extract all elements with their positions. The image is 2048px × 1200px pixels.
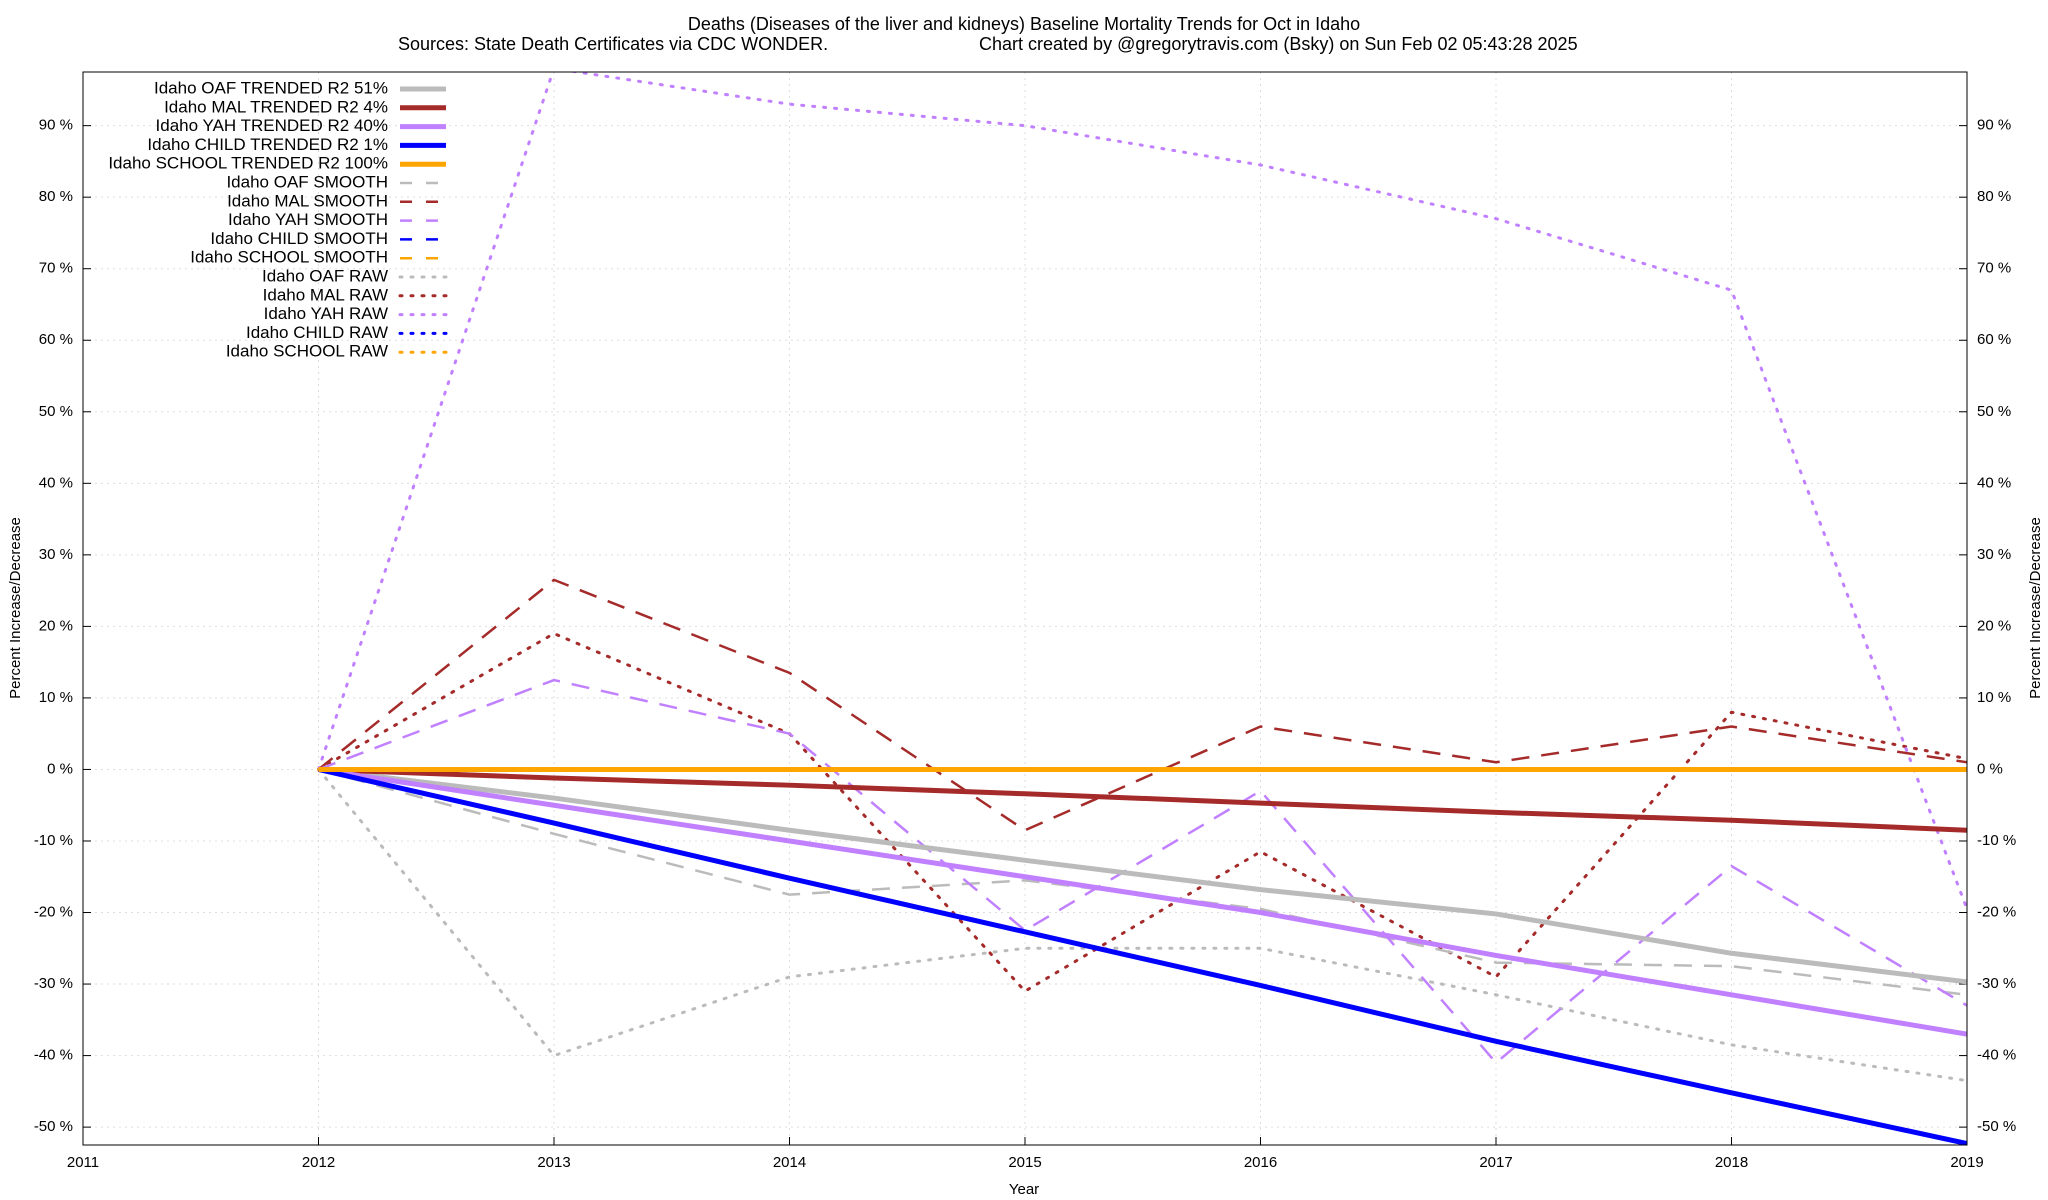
legend-label: Idaho CHILD SMOOTH <box>210 229 388 248</box>
y2-tick-label: 70 % <box>1977 260 2011 277</box>
chart-title: Deaths (Diseases of the liver and kidney… <box>688 14 1360 34</box>
x-tick-label: 2018 <box>1715 1154 1748 1171</box>
series-line <box>318 678 1967 1064</box>
y2-tick-label: 50 % <box>1977 403 2011 420</box>
legend-label: Idaho MAL RAW <box>263 285 388 304</box>
x-tick-label: 2019 <box>1950 1154 1983 1171</box>
y2-tick-label: 90 % <box>1977 117 2011 134</box>
legend-label: Idaho YAH SMOOTH <box>228 210 388 229</box>
legend-label: Idaho MAL TRENDED R2 4% <box>164 97 388 116</box>
y2-tick-label: -10 % <box>1977 832 2016 849</box>
y2-tick-label: 0 % <box>1977 760 2003 777</box>
y2-tick-label: -30 % <box>1977 975 2016 992</box>
y-tick-label: 10 % <box>39 689 73 706</box>
series-line <box>318 766 1967 833</box>
x-tick-label: 2016 <box>1244 1154 1277 1171</box>
y2-tick-label: 40 % <box>1977 474 2011 491</box>
y2-tick-label: 20 % <box>1977 617 2011 634</box>
y-tick-label: 50 % <box>39 403 73 420</box>
x-tick-label: 2012 <box>302 1154 335 1171</box>
y2-tick-label: -50 % <box>1977 1118 2016 1135</box>
legend-label: Idaho SCHOOL TRENDED R2 100% <box>108 154 388 173</box>
y2-tick-label: 80 % <box>1977 188 2011 205</box>
y-tick-label: 20 % <box>39 617 73 634</box>
chart-subtitle: Sources: State Death Certificates via CD… <box>398 34 828 54</box>
y-tick-label: 0 % <box>47 760 73 777</box>
y-tick-label: 90 % <box>39 117 73 134</box>
series-line <box>317 767 1967 1083</box>
legend-label: Idaho MAL SMOOTH <box>227 191 388 210</box>
plot-lines <box>317 72 1967 1145</box>
y-tick-label: 80 % <box>39 188 73 205</box>
y2-tick-label: -20 % <box>1977 903 2016 920</box>
y-tick-label: -30 % <box>34 975 73 992</box>
legend-label: Idaho CHILD TRENDED R2 1% <box>147 135 388 154</box>
y2-tick-label: 60 % <box>1977 331 2011 348</box>
y2-axis-label: Percent Increase/Decrease <box>2027 517 2044 699</box>
x-axis-label: Year <box>1009 1181 1039 1198</box>
y-tick-label: 70 % <box>39 260 73 277</box>
series-line <box>317 767 1967 1145</box>
y-tick-label: -20 % <box>34 903 73 920</box>
y-tick-label: -10 % <box>34 832 73 849</box>
series-line <box>317 632 1967 993</box>
chart-credit: Chart created by @gregorytravis.com (Bsk… <box>979 34 1578 54</box>
y2-tick-label: -40 % <box>1977 1047 2016 1064</box>
legend-label: Idaho YAH RAW <box>264 304 388 323</box>
series-line <box>318 766 1967 985</box>
y-tick-label: 40 % <box>39 474 73 491</box>
legend-label: Idaho OAF SMOOTH <box>226 172 388 191</box>
series-line <box>318 766 1967 1037</box>
plot-frame <box>82 71 1968 1146</box>
y2-tick-label: 30 % <box>1977 546 2011 563</box>
series-line <box>317 578 1967 832</box>
y-axis-label: Percent Increase/Decrease <box>7 517 24 699</box>
y-tick-label: 30 % <box>39 546 73 563</box>
y-tick-label: 60 % <box>39 331 73 348</box>
y2-tick-label: 10 % <box>1977 689 2011 706</box>
y-tick-label: -40 % <box>34 1047 73 1064</box>
legend-label: Idaho OAF RAW <box>262 266 388 285</box>
series-line <box>317 72 1967 911</box>
legend-label: Idaho SCHOOL SMOOTH <box>190 248 388 267</box>
legend-label: Idaho SCHOOL RAW <box>226 342 388 361</box>
x-tick-label: 2011 <box>67 1154 99 1171</box>
legend-label: Idaho OAF TRENDED R2 51% <box>154 78 388 97</box>
x-tick-label: 2015 <box>1008 1154 1041 1171</box>
x-tick-label: 2017 <box>1479 1154 1512 1171</box>
y-tick-label: -50 % <box>34 1118 73 1135</box>
x-tick-label: 2014 <box>773 1154 806 1171</box>
legend-label: Idaho CHILD RAW <box>246 323 388 342</box>
x-tick-label: 2013 <box>537 1154 570 1171</box>
legend-label: Idaho YAH TRENDED R2 40% <box>156 116 388 135</box>
